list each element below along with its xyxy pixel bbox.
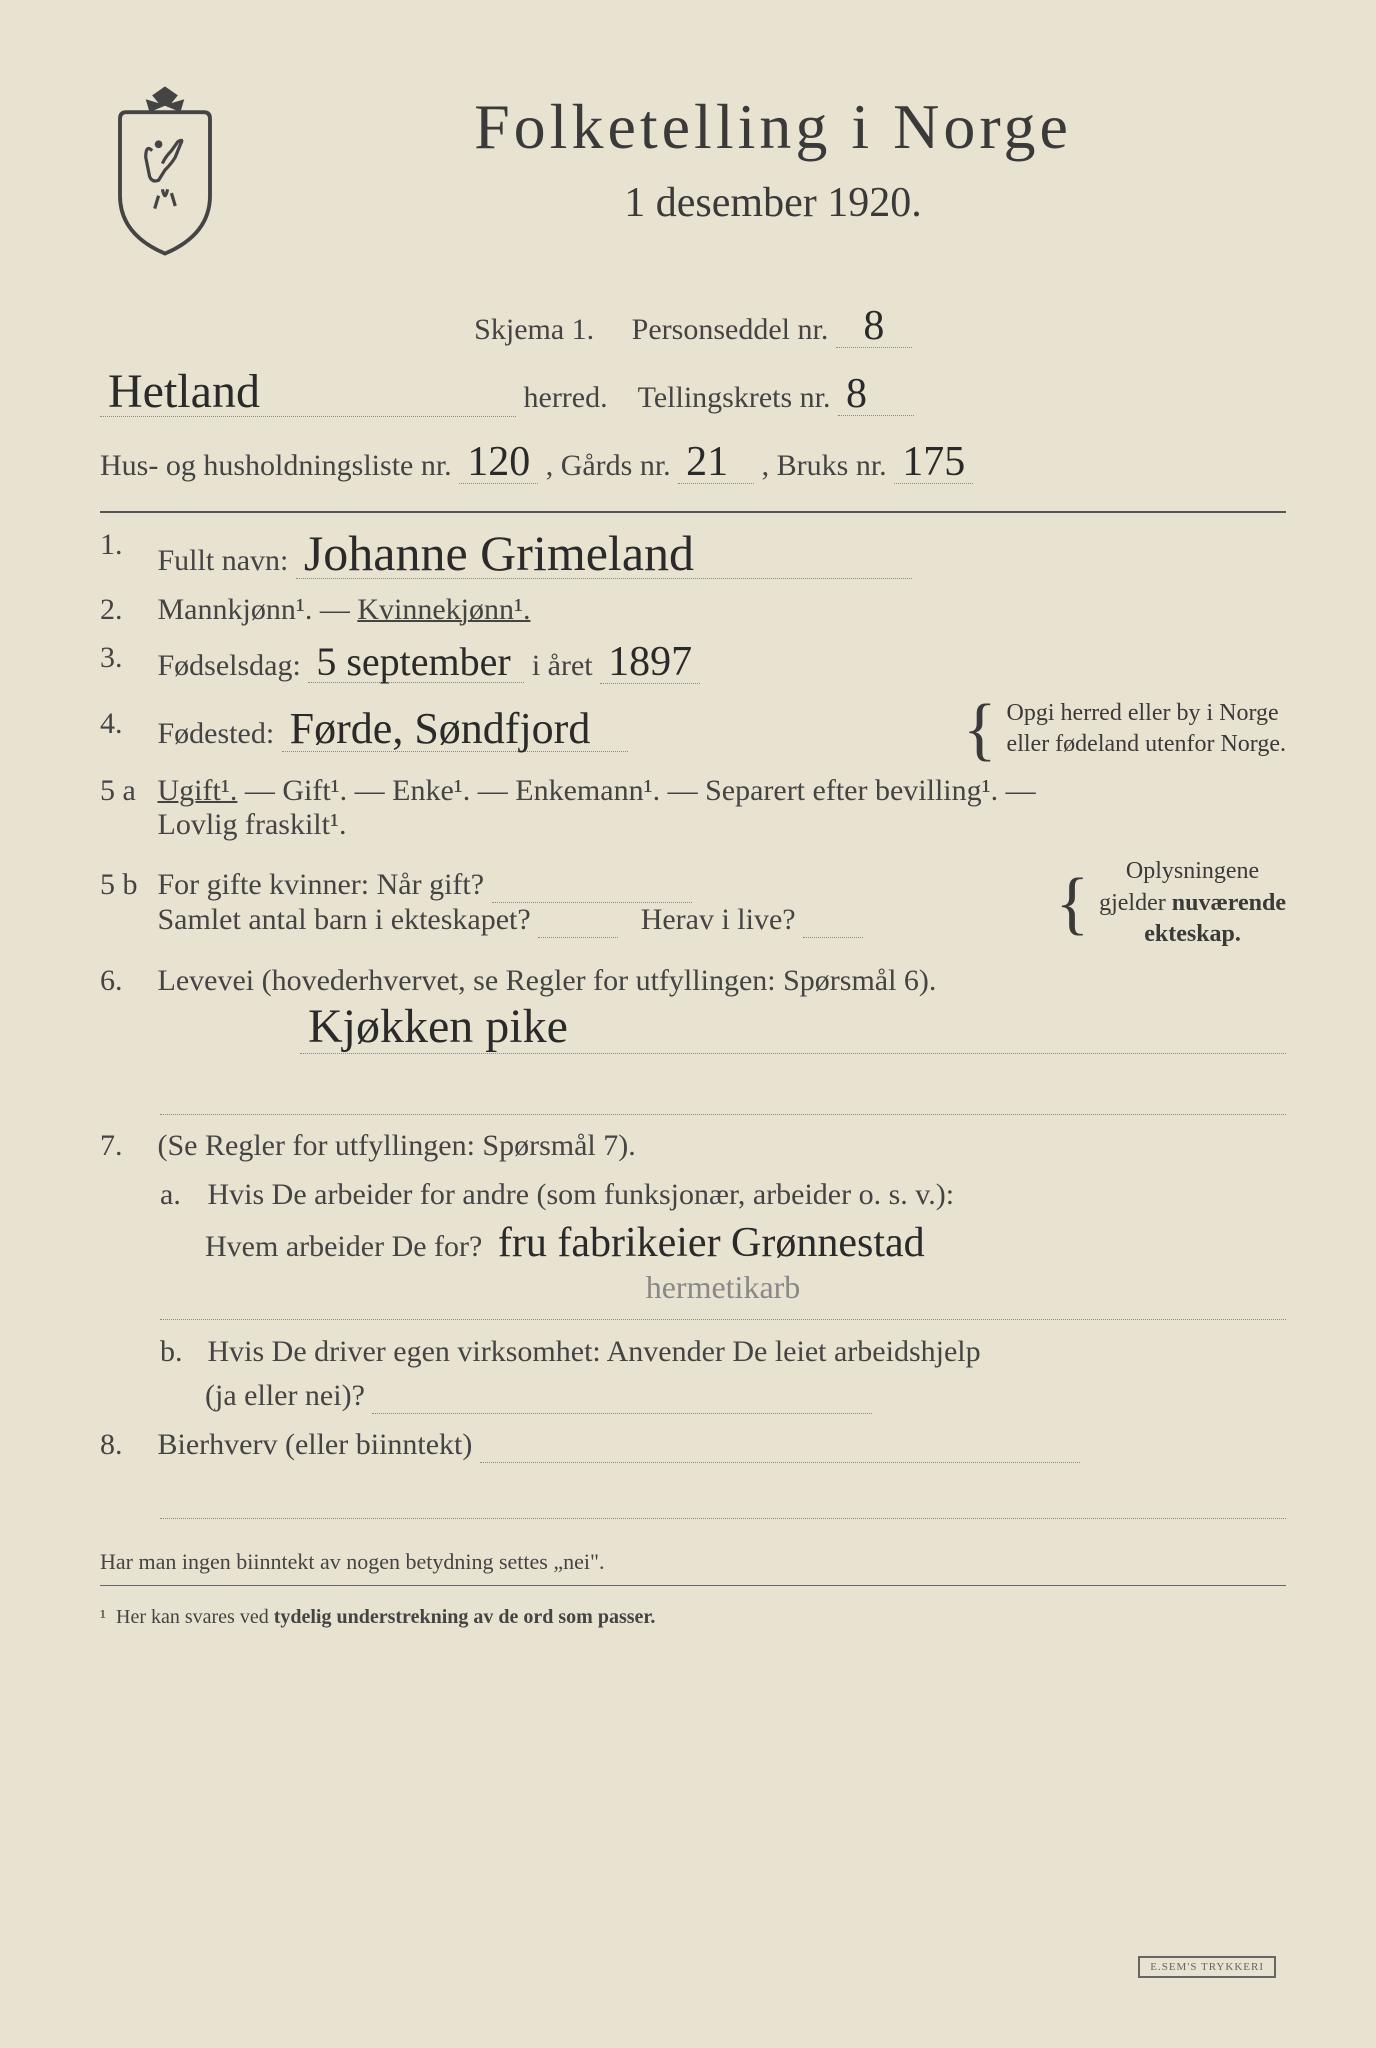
q6: 6. Levevei (hovederhvervet, se Regler fo… (100, 964, 1286, 1115)
q5a: 5 a Ugift¹. — Gift¹. — Enke¹. — Enkemann… (100, 774, 1286, 842)
brace-icon: { (963, 712, 997, 747)
q7a-pencil: hermetikarb (646, 1269, 801, 1305)
herred-label: herred. (524, 381, 608, 414)
divider (100, 511, 1286, 513)
q5b: 5 b For gifte kvinner: Når gift? Samlet … (100, 856, 1286, 950)
q2-num: 2. (100, 593, 150, 627)
q6-num: 6. (100, 964, 150, 998)
q3-label: Fødselsdag: (158, 649, 301, 682)
q5b-num: 5 b (100, 868, 150, 902)
q7-label: (Se Regler for utfyllingen: Spørsmål 7). (158, 1129, 636, 1162)
q7a-line1: Hvis De arbeider for andre (som funksjon… (208, 1178, 955, 1211)
bruks-label: Bruks nr. (777, 449, 887, 482)
census-form-page: Folketelling i Norge 1 desember 1920. Sk… (0, 0, 1376, 2048)
q7b: b. Hvis De driver egen virksomhet: Anven… (160, 1335, 1286, 1414)
q3-num: 3. (100, 641, 150, 675)
title-block: Folketelling i Norge 1 desember 1920. (260, 80, 1286, 227)
q5b-note: Oplysningene gjelder nuværende ekteskap. (1099, 856, 1286, 950)
q5b-line2b: Herav i live? (641, 903, 796, 936)
q6-value: Kjøkken pike (300, 1003, 576, 1051)
q6-label: Levevei (hovederhvervet, se Regler for u… (158, 964, 937, 997)
q3-day: 5 september (308, 642, 524, 683)
q8: 8. Bierhverv (eller biinntekt) (100, 1428, 1286, 1519)
q3: 3. Fødselsdag: 5 september i året 1897 (100, 641, 1286, 684)
q8-label: Bierhverv (eller biinntekt) (158, 1428, 473, 1461)
q7b-line1: Hvis De driver egen virksomhet: Anvender… (208, 1335, 981, 1368)
q5a-ugift: Ugift¹. (158, 774, 238, 807)
q7a: a. Hvis De arbeider for andre (som funks… (160, 1178, 1286, 1320)
q2-kvinne: Kvinnekjønn¹. (357, 593, 530, 626)
subtitle: 1 desember 1920. (260, 179, 1286, 227)
q4-note: Opgi herred eller by i Norge eller fødel… (1007, 698, 1286, 760)
personseddel-label: Personseddel nr. (632, 313, 829, 346)
husliste-nr: 120 (459, 441, 538, 484)
gards-nr: 21 (678, 441, 754, 484)
q7a-num: a. (160, 1178, 200, 1212)
q1-value: Johanne Grimeland (296, 528, 912, 579)
bruks-nr: 175 (894, 441, 973, 484)
herred-line: Hetland herred. Tellingskrets nr. 8 (100, 368, 1286, 428)
brace-icon: { (1056, 886, 1090, 921)
herred-value: Hetland (100, 368, 516, 417)
q2-dash: — (320, 593, 358, 626)
q1: 1. Fullt navn: Johanne Grimeland (100, 528, 1286, 579)
q7a-value: fru fabrikeier Grønnestad (490, 1222, 933, 1264)
q7-num: 7. (100, 1129, 150, 1163)
footnote1: Har man ingen biinntekt av nogen betydni… (100, 1549, 1286, 1575)
q4-num: 4. (100, 707, 150, 741)
tellingskrets-nr: 8 (838, 373, 914, 416)
coat-of-arms-icon (100, 80, 230, 260)
q7a-line2: Hvem arbeider De for? (205, 1230, 482, 1263)
schema-line: Skjema 1. Personseddel nr. 8 (100, 300, 1286, 360)
q5b-line2a: Samlet antal barn i ekteskapet? (158, 903, 531, 936)
q4-note1: Opgi herred eller by i Norge (1007, 698, 1286, 729)
husliste-label: Hus- og husholdningsliste nr. (100, 449, 452, 482)
q5a-opt2: Lovlig fraskilt¹. (158, 808, 347, 841)
q7b-num: b. (160, 1335, 200, 1369)
q1-label: Fullt navn: (158, 544, 289, 577)
husliste-line: Hus- og husholdningsliste nr. 120 , Gård… (100, 436, 1286, 496)
q1-num: 1. (100, 528, 150, 562)
q4-label: Fødested: (158, 717, 275, 750)
q5b-note3: ekteskap. (1144, 921, 1241, 947)
q8-num: 8. (100, 1428, 150, 1462)
printer-stamp: E.SEM'S TRYKKERI (1138, 1956, 1276, 1978)
q7b-line2: (ja eller nei)? (205, 1379, 365, 1412)
header: Folketelling i Norge 1 desember 1920. (100, 80, 1286, 260)
q7: 7. (Se Regler for utfyllingen: Spørsmål … (100, 1129, 1286, 1414)
q5b-note1: Oplysningene (1099, 856, 1286, 887)
gards-label: Gårds nr. (561, 449, 671, 482)
q3-year: 1897 (600, 641, 700, 684)
skjema-label: Skjema 1. (474, 313, 594, 346)
tellingskrets-label: Tellingskrets nr. (638, 381, 831, 414)
q2: 2. Mannkjønn¹. — Kvinnekjønn¹. (100, 593, 1286, 627)
main-title: Folketelling i Norge (260, 90, 1286, 164)
personseddel-nr: 8 (836, 305, 912, 348)
q4-value: Førde, Søndfjord (282, 707, 628, 752)
q5b-label: For gifte kvinner: Når gift? (158, 868, 485, 901)
q5a-num: 5 a (100, 774, 150, 808)
q4: 4. Fødested: Førde, Søndfjord { Opgi her… (100, 698, 1286, 760)
q4-note2: eller fødeland utenfor Norge. (1007, 729, 1286, 760)
q3-year-label: i året (532, 649, 593, 682)
q2-mann: Mannkjønn¹. (158, 593, 313, 626)
footnote2: ¹ Her kan svares ved tydelig understrekn… (100, 1606, 1286, 1629)
